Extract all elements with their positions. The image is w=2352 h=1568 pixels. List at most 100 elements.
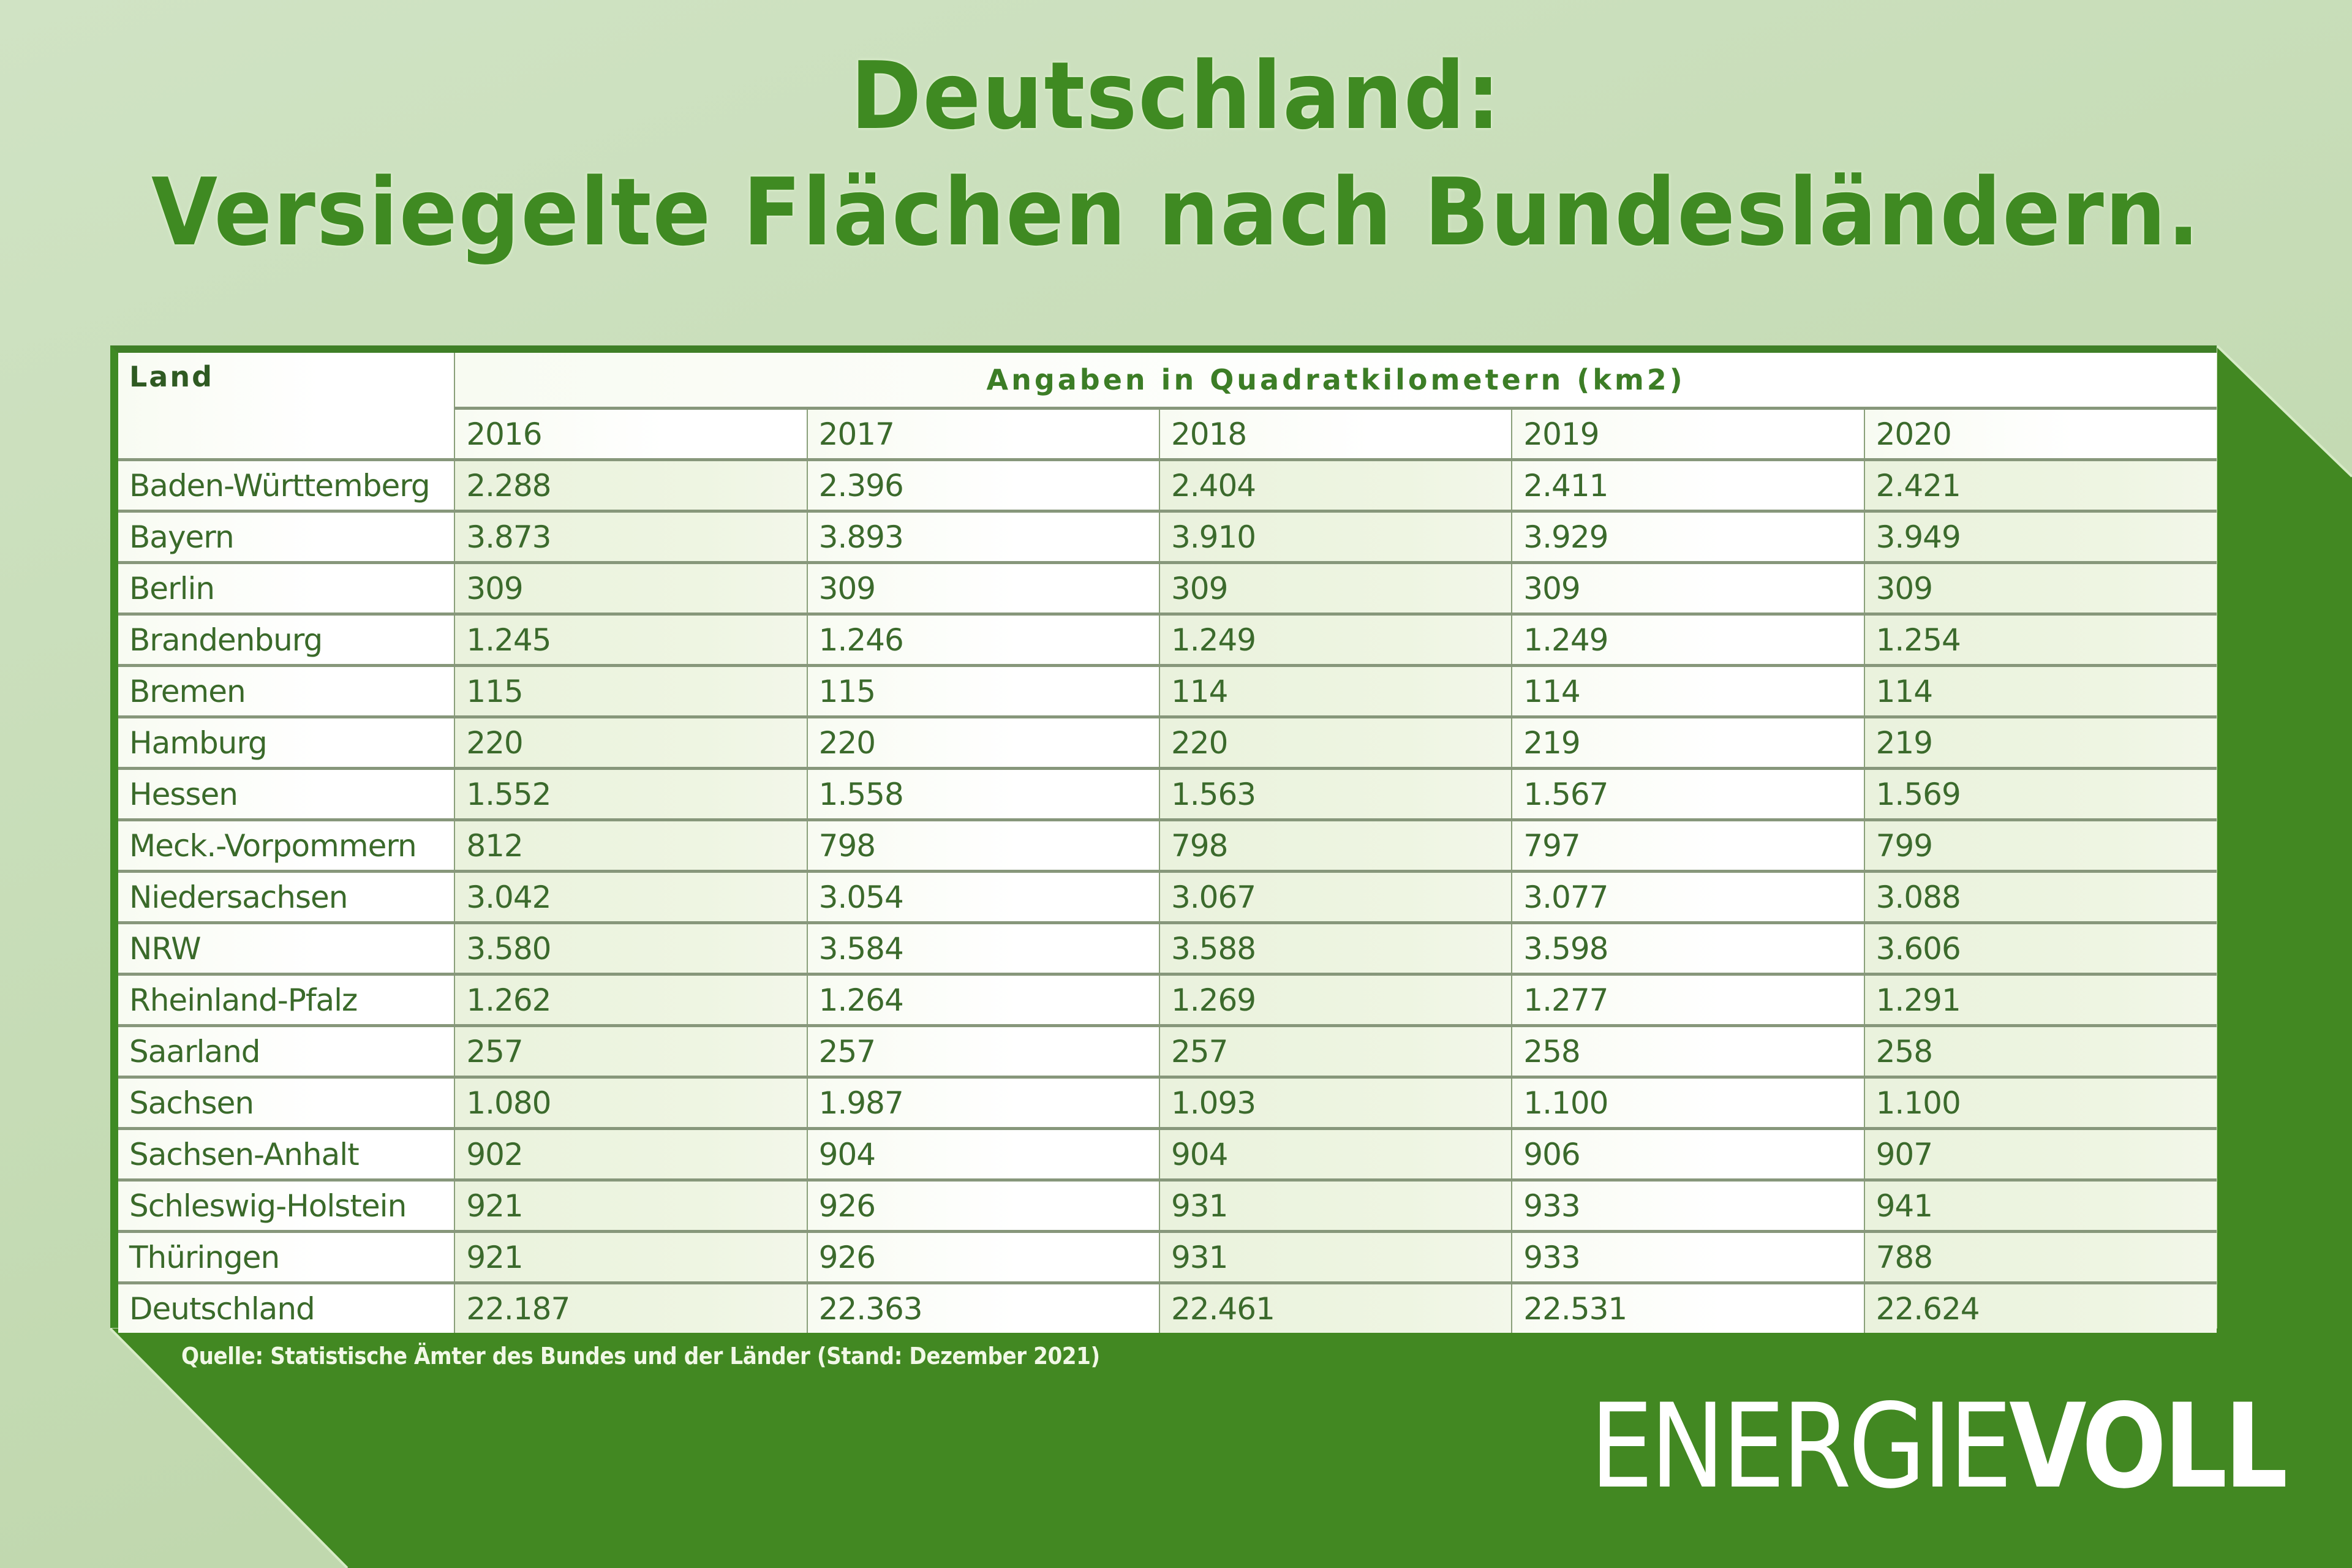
cell-land: Baden-Württemberg — [118, 459, 456, 513]
cell-value: 22.531 — [1512, 1283, 1865, 1333]
table-row: Baden-Württemberg 2.288 2.396 2.404 2.411 2.4… — [118, 459, 2217, 513]
cell-value: 921 — [454, 1180, 808, 1233]
source-note: Quelle: Statistische Ämter des Bundes un… — [181, 1343, 1100, 1370]
data-table-container: Land Angaben in Quadratkilometern (km2) … — [110, 345, 2217, 1333]
cell-value: 2.396 — [807, 459, 1160, 513]
energievoll-logo: ENERGIEVOLL — [1590, 1389, 2288, 1505]
table-row: Schleswig-Holstein 921 926 931 933 941 — [118, 1180, 2217, 1233]
logo-text-thin: ENERGIE — [1590, 1379, 2012, 1514]
column-header-year: 2016 — [454, 408, 808, 461]
table-row: NRW 3.580 3.584 3.588 3.598 3.606 — [118, 922, 2217, 976]
table-row: Thüringen 921 926 931 933 788 — [118, 1231, 2217, 1284]
cell-land: Deutschland — [118, 1283, 456, 1333]
cell-value: 309 — [1159, 562, 1513, 616]
cell-value: 22.363 — [807, 1283, 1160, 1333]
cell-value: 3.893 — [807, 511, 1160, 564]
cell-value: 3.949 — [1864, 511, 2217, 564]
cell-value: 2.288 — [454, 459, 808, 513]
cell-value: 1.249 — [1512, 614, 1865, 667]
cell-value: 257 — [1159, 1025, 1513, 1079]
cell-land: Sachsen — [118, 1077, 456, 1130]
cell-value: 115 — [807, 665, 1160, 718]
cell-value: 115 — [454, 665, 808, 718]
cell-value: 219 — [1864, 717, 2217, 770]
cell-value: 907 — [1864, 1128, 2217, 1182]
cell-value: 3.598 — [1512, 922, 1865, 976]
table-row: Niedersachsen 3.042 3.054 3.067 3.077 3.088 — [118, 871, 2217, 924]
page-title-line-1: Deutschland: — [850, 42, 1502, 150]
cell-value: 22.187 — [454, 1283, 808, 1333]
cell-value: 926 — [807, 1231, 1160, 1284]
cell-land: Bayern — [118, 511, 456, 564]
cell-value: 257 — [807, 1025, 1160, 1079]
column-header-year: 2019 — [1512, 408, 1865, 461]
cell-value: 22.624 — [1864, 1283, 2217, 1333]
cell-value: 220 — [807, 717, 1160, 770]
cell-value: 309 — [454, 562, 808, 616]
cell-value: 3.929 — [1512, 511, 1865, 564]
cell-land: Niedersachsen — [118, 871, 456, 924]
cell-value: 788 — [1864, 1231, 2217, 1284]
cell-value: 3.910 — [1159, 511, 1513, 564]
column-header-year: 2020 — [1864, 408, 2217, 461]
cell-land: Schleswig-Holstein — [118, 1180, 456, 1233]
cell-value: 797 — [1512, 820, 1865, 873]
cell-value: 798 — [1159, 820, 1513, 873]
cell-land: Hessen — [118, 768, 456, 821]
cell-land: Meck.-Vorpommern — [118, 820, 456, 873]
table-body: Baden-Württemberg 2.288 2.396 2.404 2.411 2.4… — [118, 459, 2217, 1333]
cell-value: 1.552 — [454, 768, 808, 821]
cell-land: Saarland — [118, 1025, 456, 1079]
cell-value: 931 — [1159, 1231, 1513, 1284]
cell-value: 1.277 — [1512, 974, 1865, 1027]
table-row: Sachsen-Anhalt 902 904 904 906 907 — [118, 1128, 2217, 1182]
cell-value: 3.077 — [1512, 871, 1865, 924]
cell-value: 1.100 — [1512, 1077, 1865, 1130]
cell-land: Bremen — [118, 665, 456, 718]
cell-value: 3.088 — [1864, 871, 2217, 924]
cell-value: 3.067 — [1159, 871, 1513, 924]
cell-value: 3.054 — [807, 871, 1160, 924]
cell-value: 904 — [807, 1128, 1160, 1182]
cell-land: Berlin — [118, 562, 456, 616]
cell-value: 926 — [807, 1180, 1160, 1233]
cell-value: 220 — [454, 717, 808, 770]
page-title-line-2: Versiegelte Flächen nach Bundesländern. — [151, 158, 2201, 266]
cell-value: 3.873 — [454, 511, 808, 564]
cell-value: 799 — [1864, 820, 2217, 873]
cell-value: 1.245 — [454, 614, 808, 667]
table-row: Bremen 115 115 114 114 114 — [118, 665, 2217, 718]
cell-value: 3.588 — [1159, 922, 1513, 976]
cell-value: 1.080 — [454, 1077, 808, 1130]
cell-value: 2.404 — [1159, 459, 1513, 513]
cell-value: 941 — [1864, 1180, 2217, 1233]
cell-value: 1.254 — [1864, 614, 2217, 667]
cell-value: 1.569 — [1864, 768, 2217, 821]
data-table: Land Angaben in Quadratkilometern (km2) … — [118, 353, 2217, 1333]
cell-value: 22.461 — [1159, 1283, 1513, 1333]
table-row: Bayern 3.873 3.893 3.910 3.929 3.949 — [118, 511, 2217, 564]
cell-value: 904 — [1159, 1128, 1513, 1182]
cell-value: 1.563 — [1159, 768, 1513, 821]
cell-land: Hamburg — [118, 717, 456, 770]
cell-value: 309 — [807, 562, 1160, 616]
table-row: Hamburg 220 220 220 219 219 — [118, 717, 2217, 770]
cell-value: 798 — [807, 820, 1160, 873]
cell-value: 258 — [1864, 1025, 2217, 1079]
column-header-land: Land — [118, 353, 456, 461]
cell-value: 1.567 — [1512, 768, 1865, 821]
cell-value: 921 — [454, 1231, 808, 1284]
cell-value: 933 — [1512, 1231, 1865, 1284]
cell-value: 902 — [454, 1128, 808, 1182]
table-row: Rheinland-Pfalz 1.262 1.264 1.269 1.277 1.291 — [118, 974, 2217, 1027]
cell-value: 309 — [1864, 562, 2217, 616]
cell-value: 3.042 — [454, 871, 808, 924]
cell-value: 906 — [1512, 1128, 1865, 1182]
cell-value: 3.584 — [807, 922, 1160, 976]
cell-value: 220 — [1159, 717, 1513, 770]
column-header-year: 2018 — [1159, 408, 1513, 461]
table-row: Sachsen 1.080 1.987 1.093 1.100 1.100 — [118, 1077, 2217, 1130]
logo-text-bold: VOLL — [2009, 1379, 2288, 1514]
cell-value: 3.580 — [454, 922, 808, 976]
